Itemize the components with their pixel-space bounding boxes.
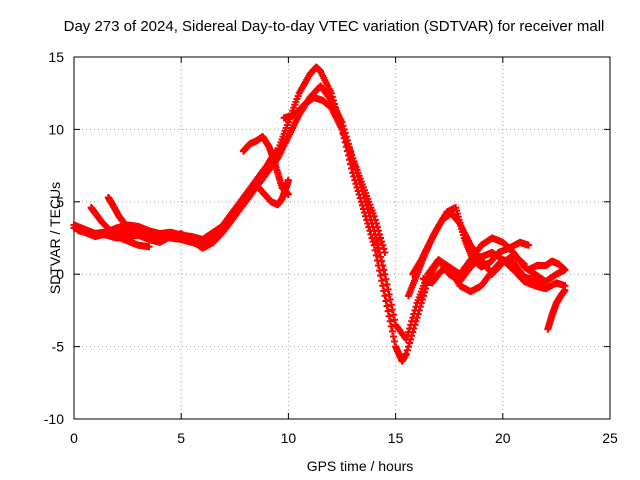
data-markers (70, 63, 569, 365)
data-point-markers (70, 63, 569, 365)
data-point-markers (544, 286, 569, 333)
data-point-markers (525, 257, 569, 274)
y-tick-label: 5 (56, 194, 64, 210)
plot-frame (73, 56, 611, 420)
data-point-markers (280, 94, 389, 256)
x-tick-label: 10 (281, 430, 297, 446)
data-point-markers (70, 82, 569, 343)
series-track-2 (70, 82, 569, 343)
data-point-markers (419, 256, 548, 296)
y-tick-label: -5 (52, 339, 65, 355)
x-tick-label: 5 (177, 430, 185, 446)
series-track-7 (254, 176, 292, 209)
plot-border (73, 56, 611, 420)
series-track-5 (104, 193, 159, 242)
x-tick-label: 0 (70, 430, 78, 446)
series-track-1 (70, 63, 569, 365)
data-point-markers (87, 204, 153, 251)
y-tick-label: 10 (48, 121, 64, 137)
series-track-12 (525, 257, 569, 274)
x-tick-label: 15 (388, 430, 404, 446)
y-tick-label: 15 (48, 49, 64, 65)
x-axis-label: GPS time / hours (306, 458, 414, 474)
data-point-markers (104, 193, 159, 242)
axis-ticks: 0 5 10 15 20 25 -10 -5 0 5 10 15 (44, 49, 618, 446)
y-tick-label: 0 (56, 266, 64, 282)
series-track-4 (87, 204, 153, 251)
y-axis-label: SDTVAR / TECUs (47, 181, 63, 295)
y-tick-label: -10 (44, 411, 64, 427)
data-point-markers (254, 176, 292, 209)
chart-title: Day 273 of 2024, Sidereal Day-to-day VTE… (63, 18, 605, 35)
series-track-13 (544, 286, 569, 333)
x-tick-label: 25 (602, 430, 618, 446)
series-track-11 (419, 256, 548, 296)
x-tick-label: 20 (495, 430, 511, 446)
series-track-8 (280, 94, 389, 256)
